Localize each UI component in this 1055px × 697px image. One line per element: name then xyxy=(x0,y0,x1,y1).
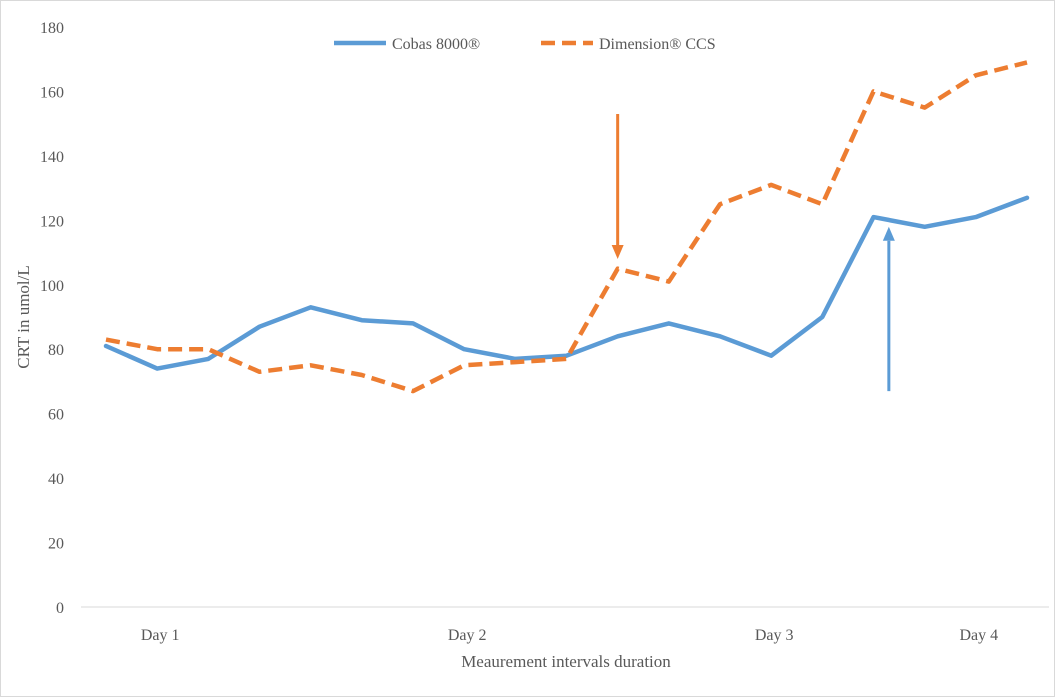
legend-item: Dimension® CCS xyxy=(541,36,716,53)
y-tick-label: 120 xyxy=(40,213,64,230)
arrow-annotation-down xyxy=(611,114,624,259)
x-axis-title: Meaurement intervals duration xyxy=(461,652,671,671)
legend-item: Cobas 8000® xyxy=(334,36,480,53)
y-tick-label: 140 xyxy=(40,149,64,166)
legend-label: Cobas 8000® xyxy=(392,36,480,53)
x-tick-label: Day 4 xyxy=(960,627,999,644)
x-tick-label: Day 3 xyxy=(755,627,794,644)
series-line-cobas xyxy=(103,195,1030,371)
y-tick-label: 80 xyxy=(48,342,64,359)
y-axis-title: CRT in umol/L xyxy=(14,265,33,369)
x-tick-label: Day 1 xyxy=(141,627,180,644)
annotation-layer xyxy=(611,114,895,392)
y-tick-label: 0 xyxy=(56,600,64,617)
x-axis: Day 1 Day 2 Day 3 Day 4 xyxy=(81,606,1049,644)
arrow-annotation-up xyxy=(882,226,895,392)
x-tick-label: Day 2 xyxy=(448,627,487,644)
y-tick-label: 60 xyxy=(48,407,64,424)
y-tick-label: 40 xyxy=(48,471,64,488)
y-tick-label: 20 xyxy=(48,536,64,553)
y-tick-label: 160 xyxy=(40,84,64,101)
y-tick-label: 100 xyxy=(40,278,64,295)
legend-label: Dimension® CCS xyxy=(599,36,716,53)
arrow-head xyxy=(611,245,624,259)
arrow-head xyxy=(882,226,895,241)
legend: Cobas 8000® Dimension® CCS xyxy=(334,36,716,53)
series-line-dimension xyxy=(105,60,1028,394)
series-layer xyxy=(103,60,1030,394)
y-axis: 0 20 40 60 80 100 120 140 160 180 xyxy=(40,20,64,617)
y-tick-label: 180 xyxy=(40,20,64,37)
